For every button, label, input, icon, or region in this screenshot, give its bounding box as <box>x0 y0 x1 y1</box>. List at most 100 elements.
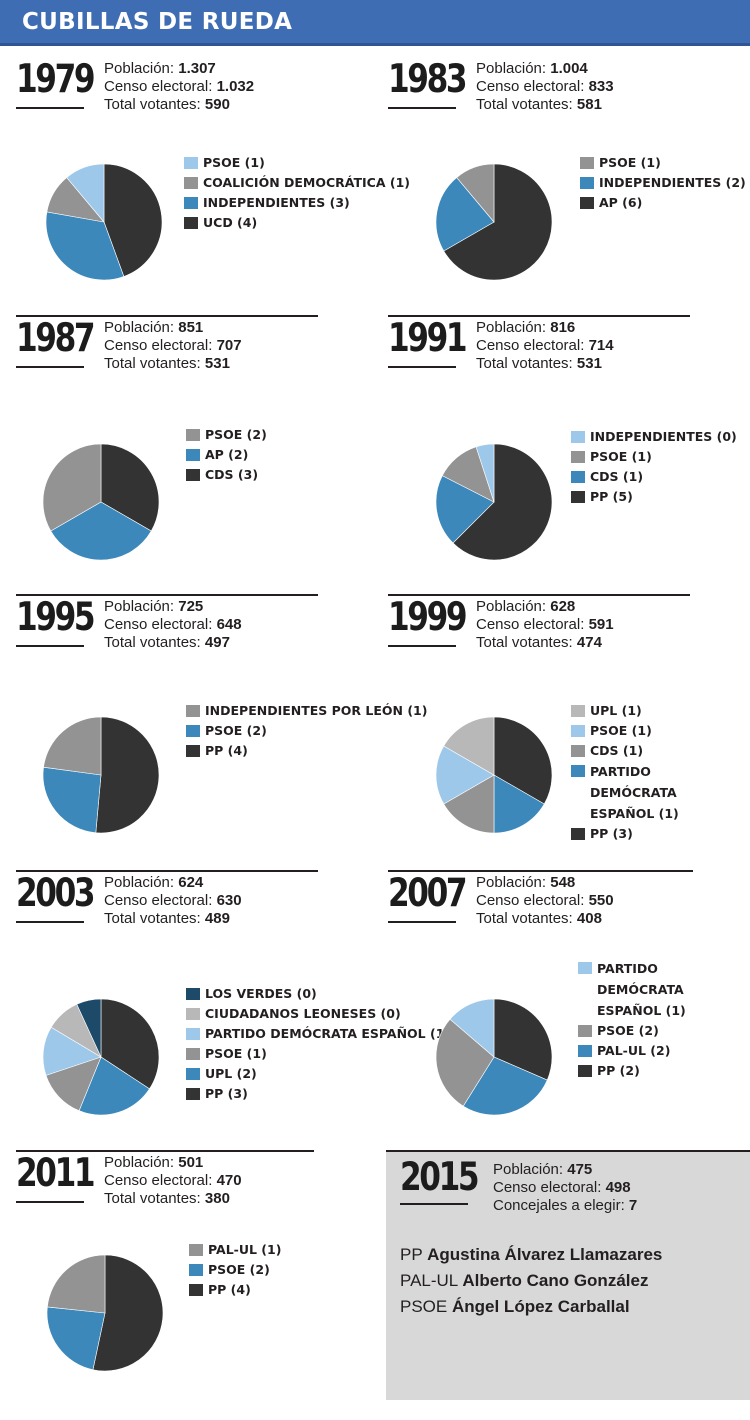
censo-value: 833 <box>588 78 614 95</box>
year-underline <box>400 1203 468 1205</box>
year-underline <box>16 1201 84 1203</box>
censo-value: 591 <box>588 616 614 633</box>
year-underline <box>388 107 456 109</box>
legend-swatch <box>184 157 198 169</box>
legend-label: CDS (1) <box>590 743 644 758</box>
legend-item: PP (5) <box>571 487 750 507</box>
legend-item: PARTIDO DEMÓCRATA ESPAÑOL (1) <box>571 761 750 824</box>
legend-swatch <box>186 449 200 461</box>
votantes-value: 531 <box>576 355 602 372</box>
legend-swatch <box>184 217 198 229</box>
header-bar: CUBILLAS DE RUEDA <box>0 0 750 46</box>
election-2007: 2007 Población: 548 Censo electoral: 550 To… <box>388 870 738 1140</box>
election-1979: 1979 Población: 1.307 Censo electoral: 1.0… <box>16 56 410 326</box>
pie-chart-1979 <box>45 163 163 281</box>
legend-1991: INDEPENDIENTES (0) PSOE (1) CDS (1) PP (5) <box>571 427 750 507</box>
poblacion-value: 624 <box>178 874 204 891</box>
legend-label: PSOE (1) <box>590 449 652 464</box>
legend-1983: PSOE (1) INDEPENDIENTES (2) AP (6) <box>580 153 750 213</box>
legend-label: CDS (3) <box>205 467 259 482</box>
stats-2015: Población: 475 Censo electoral: 498 Conc… <box>493 1161 637 1215</box>
votantes-value: 581 <box>576 96 602 113</box>
votantes-label: Total votantes: <box>476 355 573 372</box>
candidate-name: Alberto Cano González <box>462 1271 649 1290</box>
legend-item: PSOE (2) <box>186 425 446 445</box>
legend-swatch <box>184 177 198 189</box>
stats-2007: Población: 548 Censo electoral: 550 Total … <box>476 874 614 928</box>
poblacion-value: 851 <box>178 319 204 336</box>
legend-swatch <box>578 1045 592 1057</box>
legend-item: COALICIÓN DEMOCRÁTICA (1) <box>184 173 444 193</box>
legend-item: CDS (1) <box>571 467 750 487</box>
censo-label: Censo electoral: <box>104 337 213 354</box>
separator-line <box>16 870 318 872</box>
poblacion-label: Población: <box>104 598 175 615</box>
votantes-label: Total votantes: <box>104 1190 201 1207</box>
legend-swatch <box>186 1008 200 1020</box>
candidate-psoe: PSOE Ángel López Carballal <box>400 1297 630 1317</box>
legend-item: LOS VERDES (0) <box>186 984 446 1004</box>
legend-item: PP (4) <box>189 1280 449 1300</box>
legend-item: PSOE (2) <box>578 1021 750 1041</box>
legend-label: CDS (1) <box>590 469 644 484</box>
year-label: 2015 <box>400 1155 480 1200</box>
candidate-name: Ángel López Carballal <box>451 1297 630 1316</box>
legend-label: COALICIÓN DEMOCRÁTICA (1) <box>203 175 411 190</box>
legend-1987: PSOE (2) AP (2) CDS (3) <box>186 425 446 485</box>
poblacion-label: Población: <box>476 874 547 891</box>
election-1987: 1987 Población: 851 Censo electoral: 707 To… <box>16 315 366 585</box>
censo-value: 714 <box>588 337 614 354</box>
legend-label: LOS VERDES (0) <box>205 986 317 1001</box>
election-2015-box: 2015 Población: 475 Censo electoral: 498… <box>386 1150 750 1400</box>
legend-item: INDEPENDIENTES POR LEÓN (1) <box>186 701 446 721</box>
concejales-value: 7 <box>628 1197 638 1214</box>
legend-swatch <box>578 962 592 974</box>
votantes-label: Total votantes: <box>476 96 573 113</box>
poblacion-value: 548 <box>550 874 576 891</box>
election-1991: 1991 Población: 816 Censo electoral: 714 To… <box>388 315 738 585</box>
pie-slice <box>443 774 495 834</box>
stats-1995: Población: 725 Censo electoral: 648 Total … <box>104 598 242 652</box>
votantes-value: 474 <box>576 634 602 651</box>
legend-item: PAL-UL (1) <box>189 1240 449 1260</box>
year-label: 1979 <box>16 57 96 102</box>
legend-swatch <box>186 705 200 717</box>
legend-swatch <box>186 469 200 481</box>
pie-slice <box>45 211 125 281</box>
separator-line <box>16 594 318 596</box>
poblacion-value: 816 <box>550 319 576 336</box>
legend-item: UPL (2) <box>186 1064 446 1084</box>
poblacion-value: 501 <box>178 1154 204 1171</box>
pie-slice <box>443 716 495 776</box>
legend-swatch <box>571 745 585 757</box>
separator-line <box>16 1150 314 1152</box>
legend-swatch <box>186 1088 200 1100</box>
candidate-party: PSOE <box>400 1297 448 1316</box>
year-label: 1991 <box>388 316 468 361</box>
legend-item: PP (3) <box>186 1084 446 1104</box>
legend-2007: PARTIDO DEMÓCRATA ESPAÑOL (1) PSOE (2) PAL… <box>578 958 750 1081</box>
legend-item: PSOE (1) <box>184 153 444 173</box>
pie-slice <box>42 443 102 532</box>
legend-item: INDEPENDIENTES (0) <box>571 427 750 447</box>
votantes-value: 590 <box>204 96 230 113</box>
legend-label: INDEPENDIENTES (3) <box>203 195 350 210</box>
poblacion-label: Población: <box>104 60 175 77</box>
year-underline <box>388 921 456 923</box>
legend-label: PSOE (1) <box>590 723 652 738</box>
poblacion-label: Población: <box>476 319 547 336</box>
legend-label: PSOE (1) <box>203 155 265 170</box>
legend-item: PSOE (1) <box>571 721 750 741</box>
pie-slice <box>100 443 160 532</box>
separator-line <box>388 870 693 872</box>
legend-label: PP (3) <box>590 826 633 841</box>
censo-label: Censo electoral: <box>476 616 585 633</box>
legend-swatch <box>580 197 594 209</box>
legend-swatch <box>571 765 585 777</box>
votantes-value: 408 <box>576 910 602 927</box>
pie-chart-1983 <box>435 163 553 281</box>
legend-swatch <box>186 1028 200 1040</box>
legend-item: PP (4) <box>186 741 446 761</box>
legend-label: UPL (1) <box>590 703 642 718</box>
censo-value: 648 <box>216 616 242 633</box>
